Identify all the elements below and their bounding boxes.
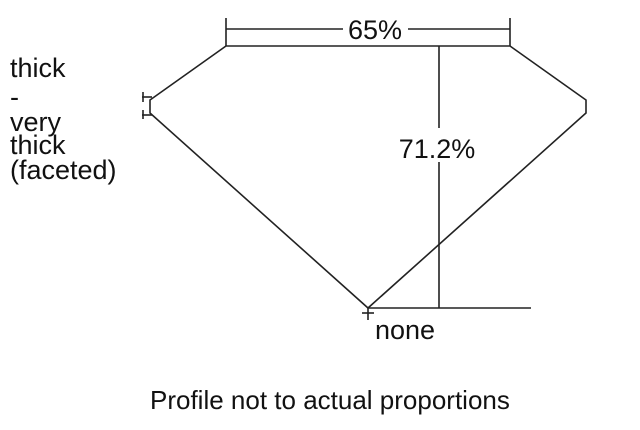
depth-percent-label: 71.2%	[399, 134, 476, 164]
girdle-label: thick - very thick (faceted)	[10, 54, 117, 185]
table-percent-label: 65%	[348, 15, 402, 45]
girdle-label-line: thick	[10, 130, 66, 160]
girdle-label-line: thick	[10, 53, 66, 83]
girdle-label-line: (faceted)	[10, 155, 117, 185]
girdle-label-line: -	[10, 82, 19, 112]
culet-label: none	[375, 315, 435, 345]
girdle-label-line: very	[10, 107, 62, 137]
caption: Profile not to actual proportions	[150, 385, 510, 415]
gem-outline	[149, 45, 587, 310]
